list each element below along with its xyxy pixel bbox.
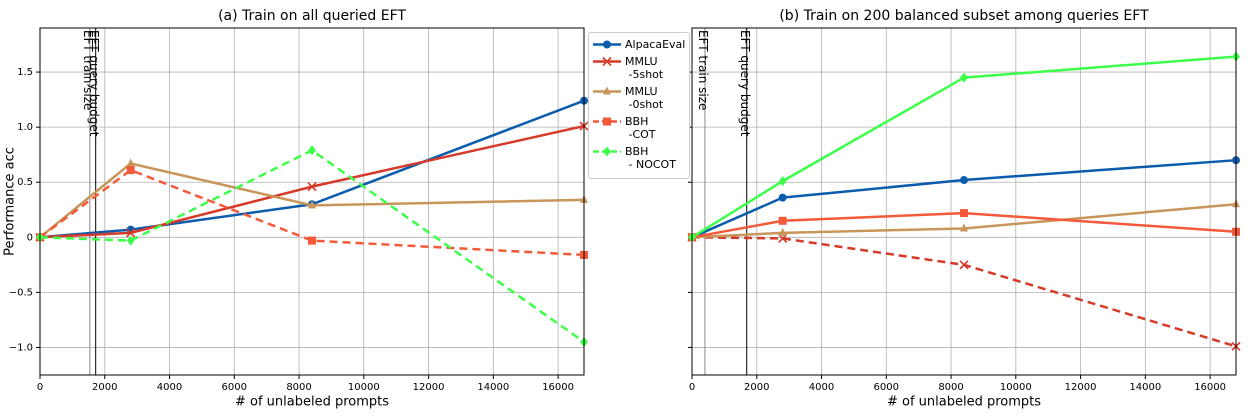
marker [308, 145, 316, 156]
x-tick-label: 16000 [542, 382, 574, 393]
y-axis-label: Performance acc [3, 147, 18, 256]
marker [308, 236, 316, 245]
x-tick-label: 4000 [157, 382, 182, 393]
legend-marker [602, 56, 612, 67]
chart-title: (a) Train on all queried EFT [218, 8, 406, 24]
legend: AlpacaEval MMLU -5shot MMLU -0shot BBH -COT… [588, 32, 690, 179]
legend-label: BBH -COT [625, 115, 656, 141]
marker [960, 72, 968, 83]
legend-item: BBH - NOCOT [589, 145, 689, 171]
series-line [39, 124, 585, 239]
x-tick-label: 4000 [809, 382, 834, 393]
x-tick-label: 12000 [413, 382, 445, 393]
annotation-text: EFT train size [696, 30, 710, 110]
marker [307, 182, 317, 192]
legend-item: BBH -COT [589, 115, 689, 141]
legend-marker [603, 86, 611, 95]
marker [959, 260, 969, 270]
series-line [39, 148, 585, 343]
x-tick-label: 16000 [1194, 382, 1226, 393]
plot-frame [691, 27, 1237, 376]
x-tick-label: 2000 [92, 382, 117, 393]
series-line [39, 162, 585, 239]
marker [960, 209, 968, 218]
marker [126, 228, 136, 238]
legend-item: MMLU -5shot [589, 55, 689, 81]
series-line [691, 236, 1237, 348]
marker [126, 235, 135, 246]
legend-item: AlpacaEval [589, 38, 689, 51]
marker [778, 176, 787, 187]
y-tick-label: 0.5 [17, 177, 33, 188]
x-axis-label: # of unlabeled prompts [235, 395, 389, 410]
x-tick-label: 14000 [1129, 382, 1161, 393]
legend-swatch [593, 56, 621, 67]
marker [126, 166, 135, 175]
x-tick-label: 6000 [874, 382, 899, 393]
x-tick-label: 2000 [744, 382, 769, 393]
marker [778, 227, 787, 236]
x-tick-label: 14000 [477, 382, 509, 393]
x-tick-label: 10000 [1000, 382, 1032, 393]
x-tick-label: 8000 [938, 382, 963, 393]
legend-label: BBH - NOCOT [625, 145, 676, 171]
plot: 0 2000 4000 6000 8000 10000 12000 14000 16000 EFT… [687, 8, 1241, 410]
legend-item: MMLU -0shot [589, 85, 689, 111]
series-line [691, 203, 1237, 239]
legend-swatch [593, 117, 621, 126]
series-line [691, 158, 1237, 239]
legend-swatch [593, 86, 621, 95]
marker [308, 200, 316, 209]
legend-swatch [593, 40, 621, 49]
series-line [39, 99, 585, 239]
series-line [39, 168, 585, 257]
series-line [691, 211, 1237, 239]
legend-label: MMLU -0shot [625, 85, 664, 111]
y-tick-label: 1.0 [17, 122, 33, 133]
series-line [691, 55, 1237, 239]
legend-label: AlpacaEval [625, 38, 686, 51]
plot: 0 2000 4000 6000 8000 10000 12000 14000 16000 −1.… [3, 8, 589, 410]
x-tick-label: 8000 [286, 382, 311, 393]
x-tick-label: 0 [37, 382, 43, 393]
legend-marker [603, 40, 611, 49]
annotation-text: EFT query budget [87, 30, 101, 137]
x-tick-label: 10000 [348, 382, 380, 393]
marker [960, 176, 968, 185]
marker [126, 158, 135, 167]
x-tick-label: 12000 [1065, 382, 1097, 393]
y-tick-label: −1.0 [9, 342, 33, 353]
marker [778, 193, 787, 202]
x-tick-label: 0 [689, 382, 695, 393]
y-tick-label: 1.5 [17, 67, 33, 78]
chart-title: (b) Train on 200 balanced subset among q… [779, 8, 1149, 24]
marker [960, 223, 968, 232]
x-tick-label: 6000 [222, 382, 247, 393]
plot-frame [39, 27, 585, 376]
x-axis-label: # of unlabeled prompts [887, 395, 1041, 410]
legend-label: MMLU -5shot [625, 55, 664, 81]
y-tick-label: −0.5 [9, 287, 33, 298]
annotation-text: EFT train size [81, 30, 95, 110]
legend-marker [603, 117, 611, 126]
legend-marker [603, 146, 611, 157]
legend-swatch [593, 146, 621, 157]
annotation-text: EFT query budget [738, 30, 752, 137]
y-tick-label: 0 [27, 232, 33, 243]
marker [778, 216, 787, 225]
